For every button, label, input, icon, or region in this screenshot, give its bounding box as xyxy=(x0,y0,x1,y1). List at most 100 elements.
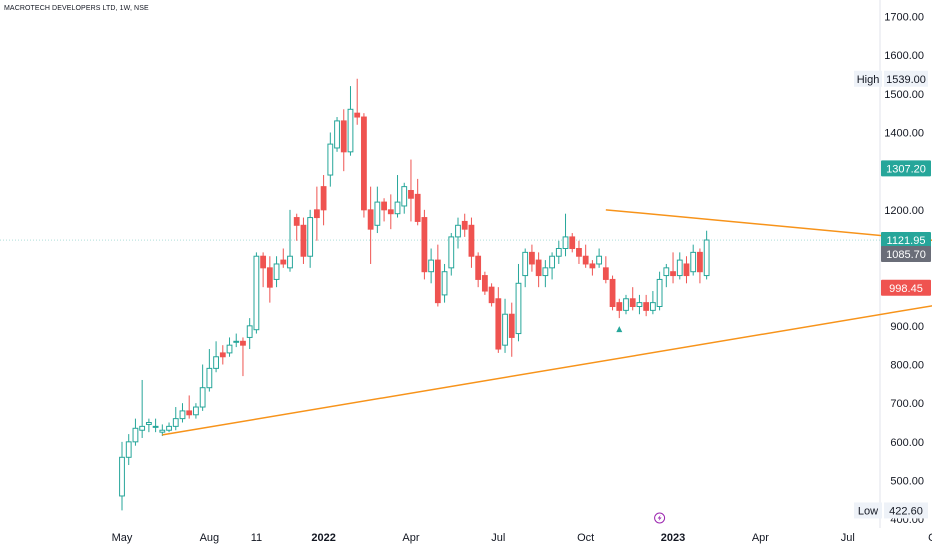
y-tick-label: 800.00 xyxy=(890,360,924,372)
candle-body xyxy=(334,120,340,149)
candle-body xyxy=(280,259,287,265)
candle-body xyxy=(468,224,475,257)
candle-body xyxy=(441,271,448,296)
y-tick-label: 1500.00 xyxy=(884,89,924,101)
candle-body xyxy=(562,236,569,249)
candle-body xyxy=(293,217,300,226)
candle-body xyxy=(179,410,186,420)
candle-body xyxy=(313,209,320,219)
candle-body xyxy=(186,410,193,416)
candle-body xyxy=(119,456,125,497)
x-tick-label: 11 xyxy=(251,532,262,544)
y-tick-label: 1700.00 xyxy=(884,12,924,24)
candle-body xyxy=(414,193,421,222)
candle-body xyxy=(475,255,482,280)
candle-body xyxy=(307,217,314,257)
y-tick-label: 1400.00 xyxy=(884,128,924,140)
candle-body xyxy=(226,344,233,354)
low-value: 422.60 xyxy=(889,505,923,517)
upper-trendline xyxy=(605,209,932,241)
candle-body xyxy=(697,251,703,273)
candle-body xyxy=(522,251,529,277)
candle-body xyxy=(166,425,172,431)
x-tick-label: Oct xyxy=(577,532,594,544)
y-tick-label: 900.00 xyxy=(890,321,924,333)
candle-body xyxy=(683,263,690,277)
candle-body xyxy=(347,108,354,153)
high-label: High xyxy=(857,74,880,86)
candle-body xyxy=(233,340,240,343)
candle-body xyxy=(616,302,623,311)
candle-body xyxy=(629,298,636,307)
x-tick-label: Apr xyxy=(402,532,419,544)
candle-body xyxy=(219,352,226,358)
candle-body xyxy=(408,190,414,199)
candle-body xyxy=(374,201,381,226)
candle-body xyxy=(508,313,515,338)
candle-body xyxy=(643,302,650,311)
candle-body xyxy=(703,239,710,277)
candle-body xyxy=(387,209,394,215)
candle-body xyxy=(461,220,468,230)
high-value: 1539.00 xyxy=(886,74,926,86)
lower-trendline xyxy=(162,305,932,436)
flash-icon xyxy=(654,512,666,524)
x-tick-label: Oc xyxy=(928,532,932,544)
x-tick-label: 2022 xyxy=(311,532,335,544)
candle-body xyxy=(515,282,522,335)
y-tick-label: 1200.00 xyxy=(884,205,924,217)
candle-body xyxy=(455,224,461,238)
candle-body xyxy=(623,298,629,311)
candle-body xyxy=(213,356,219,369)
candle-body xyxy=(145,422,152,425)
candle-body xyxy=(690,251,697,273)
candle-body xyxy=(529,251,535,265)
candle-body xyxy=(589,263,596,269)
candle-body xyxy=(495,298,502,350)
candle-body xyxy=(555,248,562,257)
candle-body xyxy=(582,255,589,265)
candle-body xyxy=(394,201,401,215)
y-tick-label: 500.00 xyxy=(890,476,924,488)
candle-body xyxy=(159,429,166,433)
low-label-bg xyxy=(854,502,882,519)
candle-body xyxy=(481,275,488,292)
entry-price-tag: 1085.70 xyxy=(886,249,926,261)
candle-body xyxy=(132,427,139,443)
candle-body xyxy=(300,224,307,257)
flash-icon-bolt xyxy=(657,515,662,521)
candle-body xyxy=(401,186,408,207)
low-value-bg xyxy=(884,502,928,519)
target-price-tag: 1307.20 xyxy=(886,163,926,175)
stop-price-tag-bg xyxy=(881,279,931,296)
candle-body xyxy=(663,267,670,277)
candle-body xyxy=(656,278,663,307)
candle-body xyxy=(273,263,280,280)
candle-body xyxy=(488,286,495,304)
y-tick-label: 1600.00 xyxy=(884,50,924,62)
candle-body xyxy=(367,209,374,230)
signal-marker-icon xyxy=(616,326,623,333)
x-tick-label: 2023 xyxy=(661,532,685,544)
candle-body xyxy=(354,112,361,118)
stop-price-tag: 998.45 xyxy=(889,283,923,295)
candle-body xyxy=(361,116,367,211)
candle-body xyxy=(381,201,387,211)
y-tick-label: 700.00 xyxy=(890,398,924,410)
candle-body xyxy=(609,278,616,307)
candle-body xyxy=(327,143,334,176)
candle-body xyxy=(421,217,428,273)
high-label-bg xyxy=(854,70,882,87)
entry-price-tag-bg xyxy=(881,246,931,263)
target-price-tag-bg xyxy=(881,160,931,177)
candle-body xyxy=(535,259,542,277)
candle-body xyxy=(670,271,676,277)
candle-body xyxy=(448,236,455,269)
x-tick-label: Apr xyxy=(752,532,769,544)
current-price-tag-bg xyxy=(881,232,931,249)
candle-body xyxy=(502,313,508,346)
candle-body xyxy=(199,387,206,408)
candle-body xyxy=(266,267,273,288)
candle-body xyxy=(549,255,555,269)
